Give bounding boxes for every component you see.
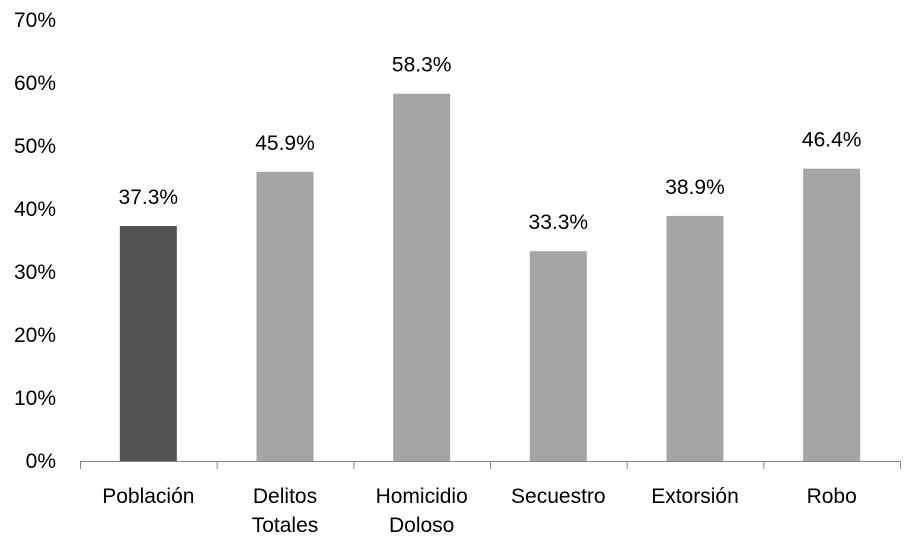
bar bbox=[803, 168, 861, 461]
category-label: Delitos Totales bbox=[252, 485, 319, 537]
y-tick-label: 50% bbox=[14, 135, 56, 158]
y-tick-label: 10% bbox=[14, 387, 56, 410]
category-label: Secuestro bbox=[511, 485, 606, 508]
bar bbox=[119, 226, 177, 461]
data-labels: 37.3% 45.9% 58.3% 33.3% 38.9% 46.4% bbox=[119, 54, 862, 235]
category-label-line: Delitos bbox=[253, 485, 317, 508]
category-label-line: Extorsión bbox=[651, 485, 739, 508]
x-axis bbox=[80, 461, 901, 469]
y-tick-label: 60% bbox=[14, 72, 56, 95]
bar bbox=[393, 93, 451, 462]
category-labels: Población Delitos Totales Homicidio Doloso Se… bbox=[102, 485, 857, 537]
y-axis-ticks: 0% 10% 20% 30% 40% 50% 60% 70% bbox=[14, 9, 56, 473]
data-label: 45.9% bbox=[255, 132, 315, 155]
data-label: 58.3% bbox=[392, 54, 452, 77]
category-label: Homicidio Doloso bbox=[376, 485, 468, 537]
category-label: Robo bbox=[807, 485, 857, 508]
category-label-line: Secuestro bbox=[511, 485, 606, 508]
data-label: 38.9% bbox=[665, 176, 725, 199]
category-label-line: Población bbox=[102, 485, 194, 508]
y-tick-label: 0% bbox=[26, 450, 56, 473]
category-label: Población bbox=[102, 485, 194, 508]
category-label-line: Totales bbox=[252, 514, 319, 537]
category-label-line: Robo bbox=[807, 485, 857, 508]
bars bbox=[119, 93, 861, 462]
bar bbox=[529, 251, 587, 461]
y-tick-label: 40% bbox=[14, 198, 56, 221]
category-label-line: Homicidio bbox=[376, 485, 468, 508]
y-tick-label: 20% bbox=[14, 324, 56, 347]
category-label-line: Doloso bbox=[389, 514, 454, 537]
category-label: Extorsión bbox=[651, 485, 739, 508]
data-label: 33.3% bbox=[529, 211, 589, 234]
data-label: 37.3% bbox=[119, 186, 179, 209]
data-label: 46.4% bbox=[802, 129, 862, 152]
bar bbox=[256, 171, 314, 461]
y-tick-label: 30% bbox=[14, 261, 56, 284]
y-tick-label: 70% bbox=[14, 9, 56, 32]
bar bbox=[666, 215, 724, 461]
